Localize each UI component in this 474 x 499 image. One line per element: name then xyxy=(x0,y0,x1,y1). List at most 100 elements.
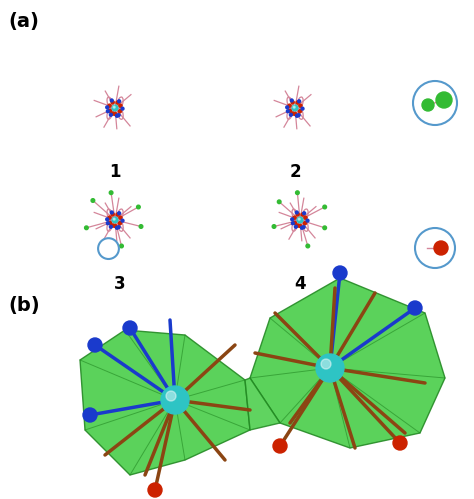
Circle shape xyxy=(297,114,300,117)
Circle shape xyxy=(109,226,112,228)
Polygon shape xyxy=(80,330,250,475)
Circle shape xyxy=(108,221,111,225)
Circle shape xyxy=(393,436,407,450)
Circle shape xyxy=(110,99,113,102)
Circle shape xyxy=(161,386,189,414)
Circle shape xyxy=(112,105,118,111)
Circle shape xyxy=(302,226,305,229)
Circle shape xyxy=(293,112,297,115)
Circle shape xyxy=(306,219,309,222)
Circle shape xyxy=(301,213,304,216)
Circle shape xyxy=(303,222,307,225)
Circle shape xyxy=(272,225,276,229)
Circle shape xyxy=(296,191,299,195)
Circle shape xyxy=(291,218,293,221)
Circle shape xyxy=(116,213,119,216)
Circle shape xyxy=(321,359,331,369)
Circle shape xyxy=(112,217,118,223)
Circle shape xyxy=(148,483,162,497)
Circle shape xyxy=(288,104,291,107)
Circle shape xyxy=(118,110,121,113)
Circle shape xyxy=(113,112,117,115)
Circle shape xyxy=(108,216,111,219)
Circle shape xyxy=(113,224,117,228)
Circle shape xyxy=(277,200,281,204)
Circle shape xyxy=(297,217,303,223)
Circle shape xyxy=(106,218,109,221)
Circle shape xyxy=(84,226,88,230)
Circle shape xyxy=(299,224,301,228)
Polygon shape xyxy=(245,378,280,430)
Circle shape xyxy=(434,241,448,255)
Circle shape xyxy=(88,338,102,352)
Circle shape xyxy=(111,224,114,227)
Circle shape xyxy=(91,199,95,202)
Circle shape xyxy=(296,213,299,216)
Circle shape xyxy=(113,218,115,220)
Circle shape xyxy=(293,106,295,108)
Text: 3: 3 xyxy=(114,275,126,293)
Text: 4: 4 xyxy=(294,275,306,293)
Circle shape xyxy=(293,216,296,219)
Circle shape xyxy=(333,266,347,280)
Circle shape xyxy=(408,301,422,315)
Circle shape xyxy=(298,100,301,103)
Circle shape xyxy=(436,92,452,108)
Circle shape xyxy=(111,112,114,115)
Circle shape xyxy=(422,99,434,111)
Circle shape xyxy=(119,104,122,107)
Circle shape xyxy=(291,112,294,115)
Circle shape xyxy=(304,216,307,219)
Circle shape xyxy=(139,225,143,229)
Circle shape xyxy=(303,212,306,215)
Circle shape xyxy=(119,216,122,219)
Circle shape xyxy=(291,101,294,104)
Circle shape xyxy=(290,113,292,116)
Circle shape xyxy=(298,110,301,113)
Circle shape xyxy=(118,212,120,215)
Circle shape xyxy=(107,110,109,113)
Circle shape xyxy=(109,191,113,195)
Circle shape xyxy=(83,408,97,422)
Circle shape xyxy=(306,244,310,248)
Text: 2: 2 xyxy=(289,163,301,181)
Circle shape xyxy=(117,226,120,229)
Circle shape xyxy=(316,354,344,382)
Circle shape xyxy=(123,321,137,335)
Text: (b): (b) xyxy=(8,296,40,315)
Text: (a): (a) xyxy=(8,12,39,31)
Circle shape xyxy=(292,105,298,111)
Circle shape xyxy=(296,101,299,104)
Circle shape xyxy=(107,222,109,225)
Circle shape xyxy=(108,109,111,112)
Circle shape xyxy=(299,104,302,107)
Circle shape xyxy=(298,218,300,220)
Circle shape xyxy=(118,222,121,225)
Circle shape xyxy=(137,205,140,209)
Circle shape xyxy=(111,101,114,104)
Circle shape xyxy=(296,224,299,227)
Circle shape xyxy=(121,107,124,110)
Circle shape xyxy=(116,101,119,104)
Circle shape xyxy=(323,205,327,209)
Circle shape xyxy=(294,226,297,228)
Circle shape xyxy=(108,104,111,107)
Polygon shape xyxy=(250,278,445,448)
Circle shape xyxy=(295,114,298,117)
Circle shape xyxy=(288,109,292,112)
Circle shape xyxy=(113,106,115,108)
Circle shape xyxy=(286,110,289,113)
Circle shape xyxy=(119,244,123,248)
Circle shape xyxy=(295,211,298,214)
Circle shape xyxy=(166,391,176,401)
Circle shape xyxy=(116,114,118,117)
Circle shape xyxy=(121,219,124,222)
Circle shape xyxy=(293,221,296,225)
Circle shape xyxy=(106,106,109,109)
Circle shape xyxy=(116,227,118,229)
Circle shape xyxy=(111,213,114,216)
Circle shape xyxy=(290,99,293,102)
Circle shape xyxy=(323,226,327,230)
Circle shape xyxy=(117,114,120,117)
Text: 1: 1 xyxy=(109,163,121,181)
